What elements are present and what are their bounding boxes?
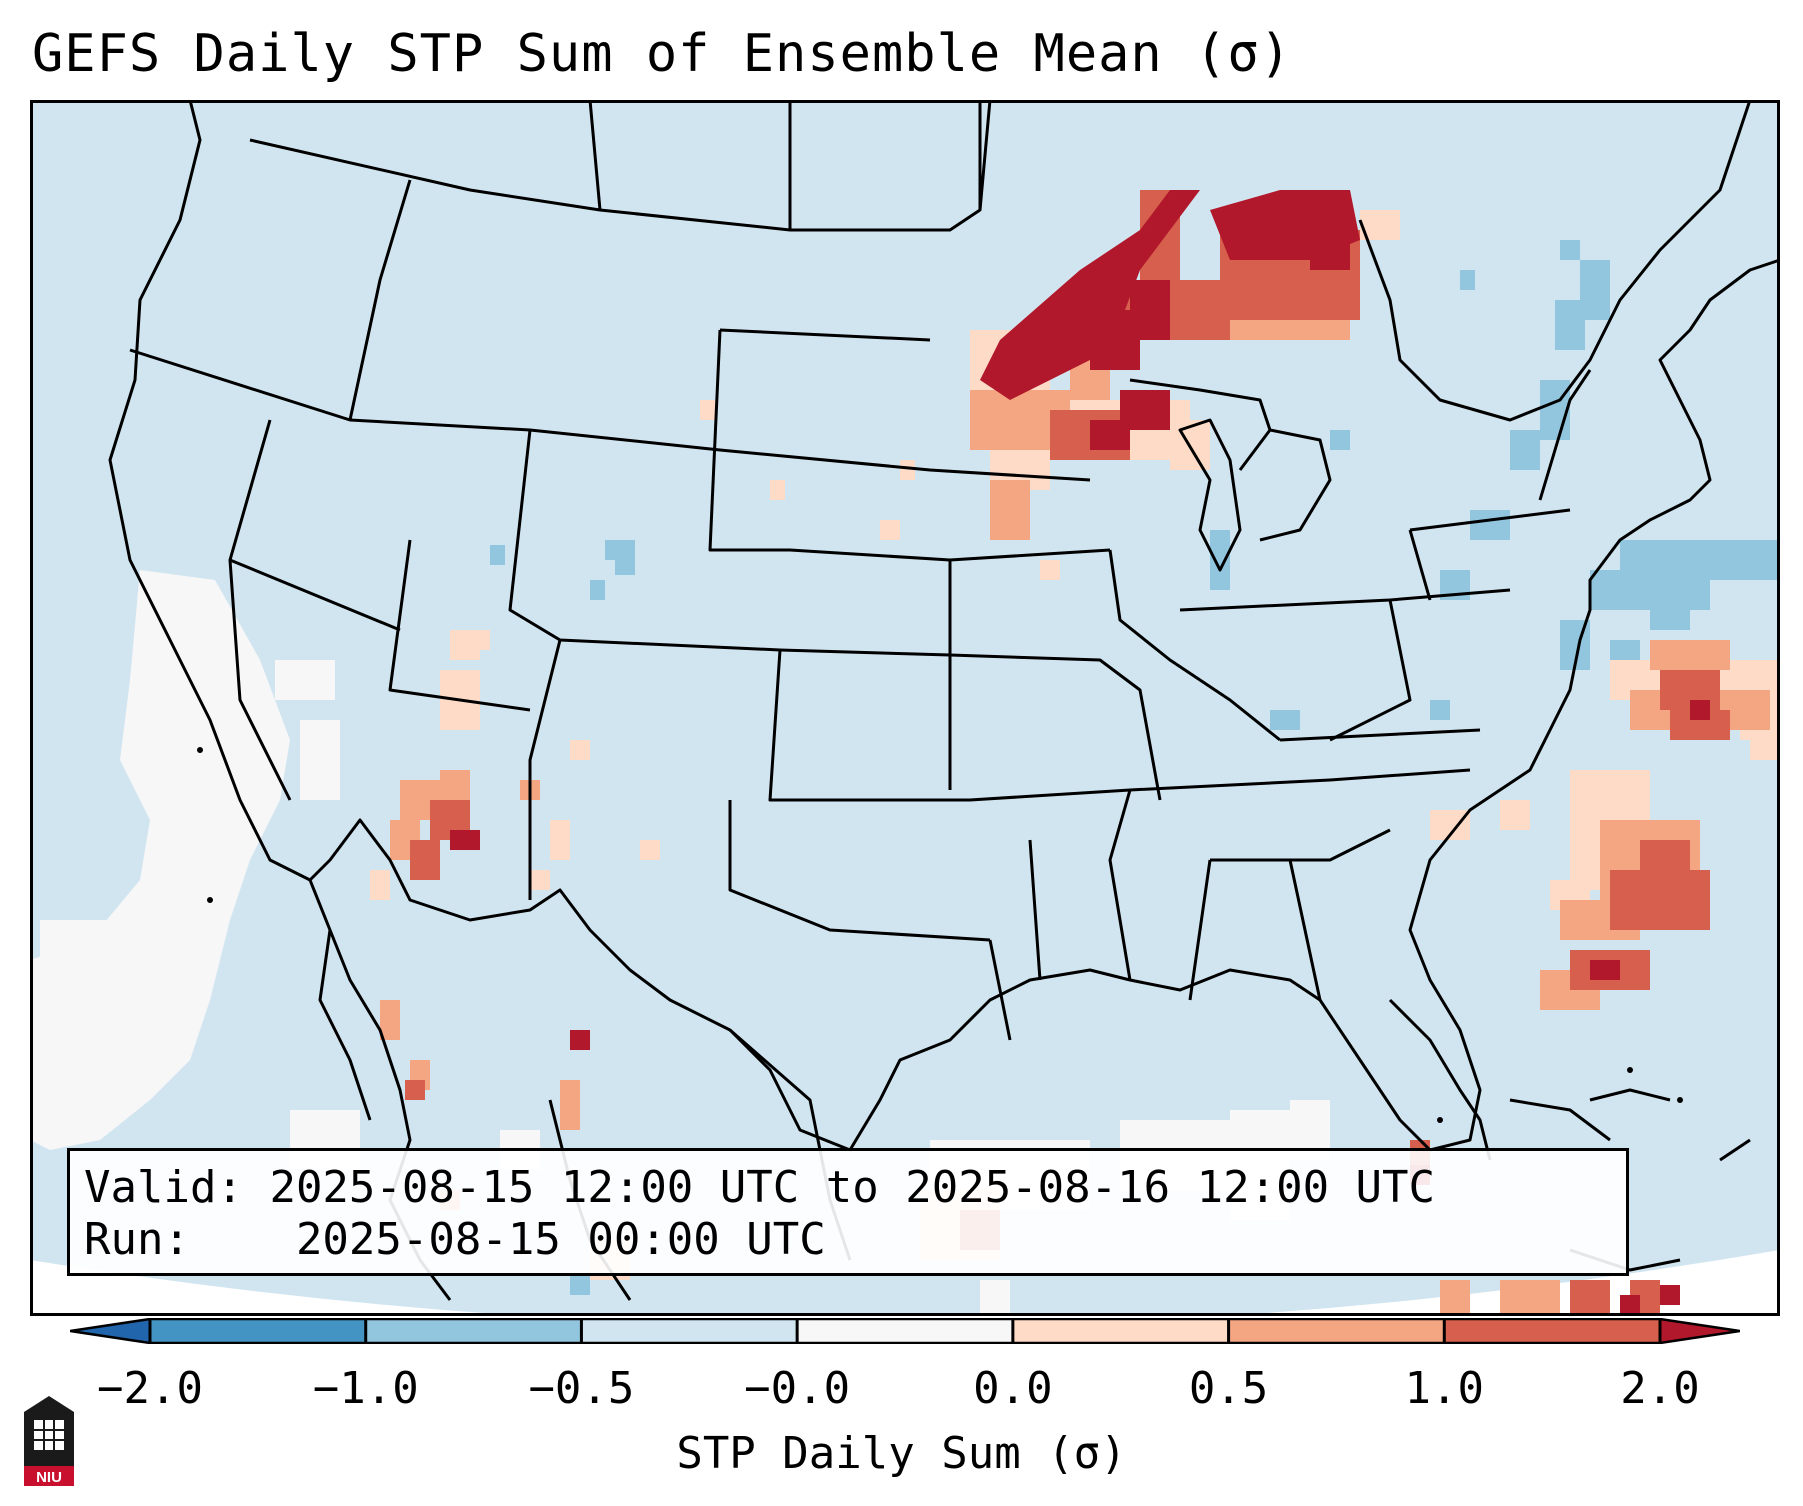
colorbar-bin	[150, 1319, 367, 1343]
valid-time-line: Valid: 2025-08-15 12:00 UTC to 2025-08-1…	[84, 1161, 1435, 1215]
colorbar-ticks	[148, 1319, 1662, 1343]
colorbar-bin	[1012, 1319, 1230, 1343]
colorbar-bin	[365, 1319, 582, 1343]
colorbar	[70, 1318, 1740, 1344]
colorbar-tick-label: −0.0	[744, 1363, 851, 1414]
colorbar-bin	[1444, 1319, 1661, 1343]
valid-run-info-box: Valid: 2025-08-15 12:00 UTC to 2025-08-1…	[67, 1148, 1629, 1276]
valid-value: 2025-08-15 12:00 UTC to 2025-08-16 12:00…	[269, 1162, 1436, 1213]
colorbar-label: STP Daily Sum (σ)	[676, 1428, 1127, 1479]
map-panel	[30, 100, 1780, 1316]
colorbar-tick-label: 1.0	[1404, 1363, 1485, 1414]
colorbar-outline	[70, 1318, 1740, 1344]
map-border	[30, 100, 1780, 1316]
colorbar-tick-label: −2.0	[97, 1363, 203, 1414]
positive-anomaly-area-extreme	[450, 190, 1710, 1315]
colorbar-bin	[797, 1319, 1014, 1343]
colorbar-tick-label: 0.0	[973, 1363, 1053, 1414]
chart-title: GEFS Daily STP Sum of Ensemble Mean (σ)	[32, 24, 1292, 84]
map-background	[30, 100, 1780, 1316]
colorbar-bin	[581, 1319, 798, 1343]
valid-label: Valid:	[84, 1162, 243, 1213]
colorbar-under-arrow	[70, 1319, 150, 1343]
small-islands	[197, 747, 1683, 1123]
colorbar-bin	[1228, 1319, 1445, 1343]
colorbar-tick-label: 2.0	[1620, 1363, 1700, 1414]
colorbar-bins	[150, 1319, 1661, 1343]
logo-text: NIU	[36, 1469, 62, 1486]
colorbar-tick-label: −1.0	[312, 1363, 419, 1414]
colorbar-tick-label: 0.5	[1188, 1363, 1269, 1414]
stp-map	[30, 100, 1780, 1316]
colorbar-over-arrow	[1660, 1319, 1740, 1343]
negative-anomaly-area	[490, 240, 1780, 1295]
run-value: 2025-08-15 00:00 UTC	[295, 1214, 826, 1265]
colorbar-tick-label: −0.5	[528, 1363, 635, 1414]
niu-logo: NIU	[24, 1396, 74, 1486]
run-label: Run:	[84, 1214, 190, 1265]
run-time-line: Run: 2025-08-15 00:00 UTC	[84, 1213, 826, 1267]
